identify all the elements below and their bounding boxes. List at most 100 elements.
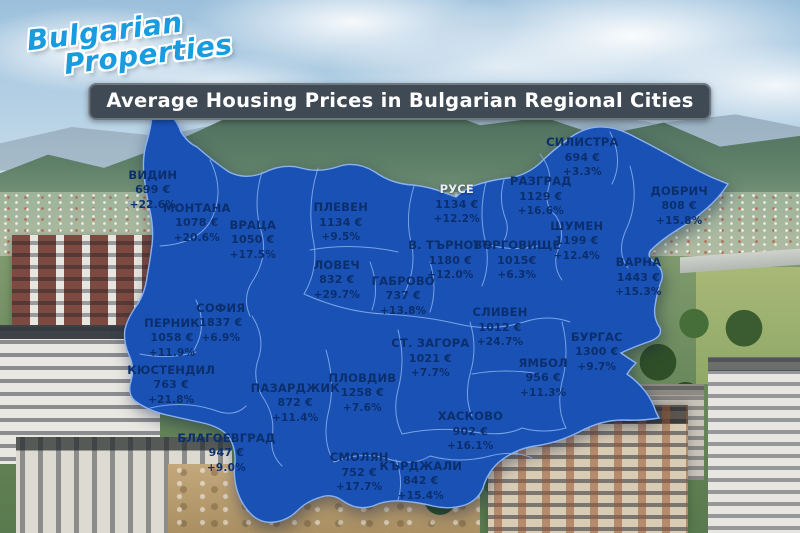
city-price: 1058 € xyxy=(150,331,194,345)
city-change: +17.5% xyxy=(229,248,277,261)
city-change: +15.4% xyxy=(397,489,445,502)
city-name: ШУМЕН xyxy=(550,218,604,233)
city-name: ВРАЦА xyxy=(229,217,277,232)
city-change: +6.9% xyxy=(201,332,241,345)
city-price: 1134 € xyxy=(435,197,479,211)
city-price: 1012 € xyxy=(478,320,522,334)
city-label: СОФИЯ 1837 € +6.9% xyxy=(196,301,245,345)
city-label: БУРГАС 1300 € +9.7% xyxy=(571,330,623,374)
city-price: 1258 € xyxy=(340,386,385,400)
title-banner: Average Housing Prices in Bulgarian Regi… xyxy=(88,83,712,120)
city-label: ЛОВЕЧ 832 € +29.7% xyxy=(314,258,360,302)
city-change: +15.8% xyxy=(655,214,703,227)
city-change: +29.7% xyxy=(313,288,361,301)
city-price: 947 € xyxy=(208,446,245,460)
city-label: ТЪРГОВИЩЕ 1015€ +6.3% xyxy=(473,238,560,282)
city-label: ГАБРОВО 737 € +13.8% xyxy=(372,274,435,318)
city-change: +7.6% xyxy=(342,401,382,414)
city-name: РАЗГРАД xyxy=(509,174,572,189)
city-price: 699 € xyxy=(135,183,171,197)
city-price: 1021 € xyxy=(408,351,453,365)
city-name: ВАРНА xyxy=(615,255,662,270)
city-change: +11.3% xyxy=(519,386,567,399)
city-name: ХАСКОВО xyxy=(437,409,504,424)
city-label: ПЕРНИК 1058 € +11.9% xyxy=(144,316,200,360)
city-label: СТ. ЗАГОРА 1021 € +7.7% xyxy=(391,336,469,380)
city-change: +13.8% xyxy=(379,304,427,317)
city-name: ПЛЕВЕН xyxy=(313,200,369,215)
city-name: В. ТЪРНОВО xyxy=(408,237,493,252)
city-price: 1300 € xyxy=(575,345,619,359)
city-name: ВИДИН xyxy=(128,167,178,182)
city-change: +24.7% xyxy=(476,336,524,349)
city-change: +9.5% xyxy=(321,231,361,244)
city-name: ДОБРИЧ xyxy=(650,183,708,198)
city-change: +9.0% xyxy=(206,462,246,475)
city-name: ГАБРОВО xyxy=(371,273,435,288)
city-price: 1199 € xyxy=(555,234,599,248)
city-name: СТ. ЗАГОРА xyxy=(391,336,470,351)
city-change: +3.3% xyxy=(562,166,602,179)
city-price: 1078 € xyxy=(175,216,219,230)
city-price: 1129 € xyxy=(519,189,563,203)
city-label: БЛАГОЕВГРАД 947 € +9.0% xyxy=(177,431,275,475)
city-name: СМОЛЯН xyxy=(329,450,389,465)
city-label: СМОЛЯН 752 € +17.7% xyxy=(330,450,389,494)
city-label: ПЛОВДИВ 1258 € +7.6% xyxy=(329,371,397,415)
city-price: 1015€ xyxy=(497,253,537,267)
city-price: 832 € xyxy=(319,273,355,287)
city-name: СОФИЯ xyxy=(196,300,246,315)
city-change: +22.6% xyxy=(129,198,177,211)
city-label: ХАСКОВО 902 € +16.1% xyxy=(438,409,503,453)
city-name: ПЕРНИК xyxy=(144,315,200,330)
city-price: 694 € xyxy=(564,150,601,164)
city-change: +16.1% xyxy=(447,440,494,453)
city-change: +7.7% xyxy=(410,367,450,380)
city-price: 737 € xyxy=(385,289,421,303)
city-name: БУРГАС xyxy=(570,329,623,344)
city-name: СИЛИСТРА xyxy=(546,135,619,150)
city-change: +12.0% xyxy=(427,269,474,282)
city-name: ЯМБОЛ xyxy=(518,355,568,370)
city-price: 956 € xyxy=(525,371,561,385)
city-label: В. ТЪРНОВО 1180 € +12.0% xyxy=(408,238,492,282)
city-price: 842 € xyxy=(403,474,439,488)
city-price: 808 € xyxy=(661,199,697,213)
city-change: +20.6% xyxy=(173,231,221,244)
city-price: 763 € xyxy=(153,378,189,392)
city-label: ПАЗАРДЖИК 872 € +11.4% xyxy=(251,381,340,425)
city-price: 1134 € xyxy=(319,215,363,229)
city-price: 1443 € xyxy=(616,270,661,284)
city-name: МОНТАНА xyxy=(163,200,231,215)
city-name: КЮСТЕНДИЛ xyxy=(127,362,216,377)
city-label: ВРАЦА 1050 € +17.5% xyxy=(229,218,276,262)
city-change: +15.3% xyxy=(615,286,662,299)
city-change: +9.7% xyxy=(577,360,617,373)
background-right-white-building xyxy=(708,357,800,533)
city-label: РУСЕ 1134 € +12.2% xyxy=(434,182,480,226)
city-price: 1180 € xyxy=(428,253,473,267)
city-label: ПЛЕВЕН 1134 € +9.5% xyxy=(314,200,368,244)
city-price: 872 € xyxy=(277,396,313,410)
city-price: 902 € xyxy=(452,424,489,438)
city-label: КЮСТЕНДИЛ 763 € +21.8% xyxy=(127,363,215,407)
city-label: ЯМБОЛ 956 € +11.3% xyxy=(518,356,567,400)
city-label: СИЛИСТРА 694 € +3.3% xyxy=(546,135,618,179)
city-label: РАЗГРАД 1129 € +16.6% xyxy=(510,174,572,218)
city-change: +12.2% xyxy=(433,213,481,226)
city-label: ВАРНА 1443 € +15.3% xyxy=(615,255,661,299)
bulgaria-outline xyxy=(123,111,730,524)
city-change: +17.7% xyxy=(335,481,383,494)
city-name: КЪРДЖАЛИ xyxy=(379,458,463,473)
city-label: КЪРДЖАЛИ 842 € +15.4% xyxy=(379,459,462,503)
city-change: +11.9% xyxy=(148,346,196,359)
city-name: ПАЗАРДЖИК xyxy=(250,380,340,395)
city-change: +21.8% xyxy=(147,393,195,406)
city-label: МОНТАНА 1078 € +20.6% xyxy=(163,201,231,245)
city-name: ТЪРГОВИЩЕ xyxy=(473,237,561,252)
city-name: БЛАГОЕВГРАД xyxy=(177,430,276,445)
city-price: 752 € xyxy=(341,465,377,479)
